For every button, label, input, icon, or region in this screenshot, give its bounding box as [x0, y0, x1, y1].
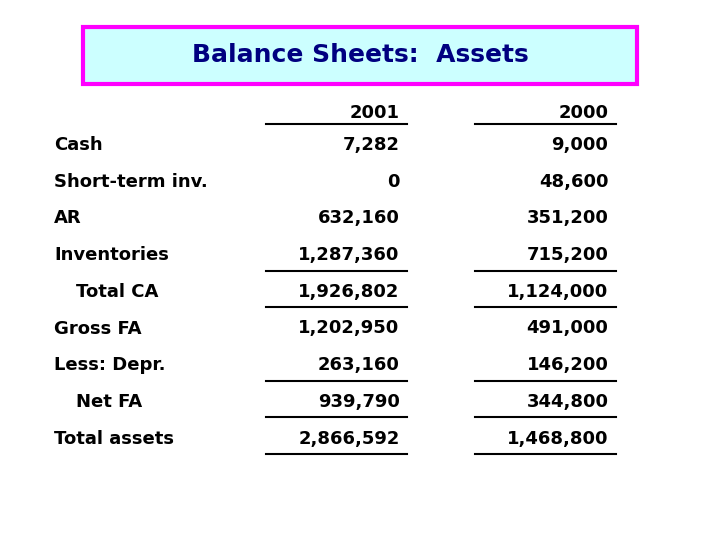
Text: 0: 0 — [387, 173, 400, 191]
Text: Net FA: Net FA — [76, 393, 142, 411]
Text: 1,926,802: 1,926,802 — [298, 283, 400, 301]
Text: 9,000: 9,000 — [552, 136, 608, 154]
Text: 2,866,592: 2,866,592 — [298, 430, 400, 448]
Text: Short-term inv.: Short-term inv. — [54, 173, 208, 191]
Text: 2001: 2001 — [350, 104, 400, 122]
Text: 1,202,950: 1,202,950 — [298, 320, 400, 338]
Text: Total assets: Total assets — [54, 430, 174, 448]
Text: 1,124,000: 1,124,000 — [507, 283, 608, 301]
Text: 344,800: 344,800 — [526, 393, 608, 411]
Text: 632,160: 632,160 — [318, 210, 400, 227]
Text: 1,287,360: 1,287,360 — [298, 246, 400, 264]
Text: Inventories: Inventories — [54, 246, 169, 264]
Text: Cash: Cash — [54, 136, 103, 154]
Text: 351,200: 351,200 — [526, 210, 608, 227]
Text: Less: Depr.: Less: Depr. — [54, 356, 166, 374]
Text: 146,200: 146,200 — [526, 356, 608, 374]
Text: 48,600: 48,600 — [539, 173, 608, 191]
Text: Total CA: Total CA — [76, 283, 158, 301]
Text: 715,200: 715,200 — [526, 246, 608, 264]
Text: Balance Sheets:  Assets: Balance Sheets: Assets — [192, 43, 528, 68]
Text: 939,790: 939,790 — [318, 393, 400, 411]
Text: AR: AR — [54, 210, 81, 227]
Text: 7,282: 7,282 — [343, 136, 400, 154]
Text: 1,468,800: 1,468,800 — [507, 430, 608, 448]
Text: Gross FA: Gross FA — [54, 320, 142, 338]
Text: 491,000: 491,000 — [526, 320, 608, 338]
Text: 2000: 2000 — [559, 104, 608, 122]
Text: 263,160: 263,160 — [318, 356, 400, 374]
